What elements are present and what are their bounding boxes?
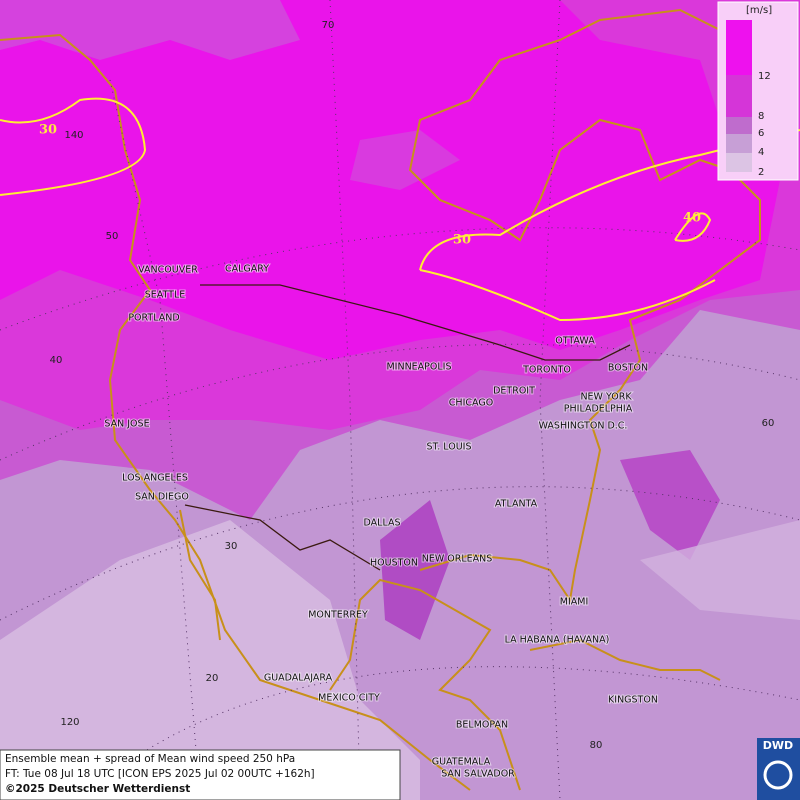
logo-icon [763,760,793,790]
city-label: TORONTO [522,365,571,376]
city-label: BELMOPAN [456,720,508,731]
city-label: PHILADELPHIA [564,404,633,415]
legend-swatch [726,134,752,153]
city-label: HOUSTON [370,558,418,569]
grid-label: 140 [64,130,83,141]
city-label: LA HABANA (HAVANA) [505,635,610,646]
city-label: WASHINGTON D.C. [539,421,628,432]
footer-line: FT: Tue 08 Jul 18 UTC [ICON EPS 2025 Jul… [5,768,315,780]
legend-swatch [726,75,752,117]
legend-label: 4 [758,147,764,158]
field-patch [0,0,300,60]
grid-label: 60 [762,418,775,429]
grid-label: 50 [106,231,119,242]
city-label: SAN JOSE [104,419,149,430]
city-label: VANCOUVER [138,265,198,276]
footer-line: ©2025 Deutscher Wetterdienst [5,783,190,795]
city-label: OTTAWA [555,336,595,347]
city-label: GUATEMALA [432,757,491,768]
grid-label: 120 [60,717,79,728]
grid-label: 70 [322,20,335,31]
city-label: LOS ANGELES [122,473,188,484]
city-label: MONTERREY [308,610,368,621]
city-label: CHICAGO [449,398,493,409]
field-patch [350,130,460,190]
field-patch [640,520,800,620]
city-label: CALGARY [225,264,269,275]
city-label: BOSTON [608,363,648,374]
grid-label: 40 [50,355,63,366]
field-light [0,520,420,800]
contour-label: 30 [39,123,57,138]
city-label: SAN SALVADOR [441,769,515,780]
city-label: NEW YORK [580,392,632,403]
legend-swatch [726,20,752,75]
coastlines [0,8,761,791]
city-label: GUADALAJARA [264,673,333,684]
legend-swatch [726,153,752,172]
city-label: SAN DIEGO [135,492,189,503]
contour-label: 40 [683,211,701,226]
legend-label: 8 [758,111,764,122]
field-patch [620,450,720,560]
contour-label: 30 [453,233,471,248]
legend-swatch [726,117,752,134]
grid-label: 30 [225,541,238,552]
logo-box [757,738,800,800]
city-label: DALLAS [364,518,401,529]
city-label: PORTLAND [128,313,179,324]
legend-unit: [m/s] [746,5,772,16]
city-label: ATLANTA [495,499,538,510]
footer-box [0,749,401,800]
city-label: SEATTLE [145,290,186,301]
legend-label: 12 [758,71,771,82]
logo: DWD [763,739,793,752]
city-label: MINNEAPOLIS [386,362,451,373]
grid-label: 20 [206,673,219,684]
footer-line: Ensemble mean + spread of Mean wind spee… [5,753,295,765]
city-label: MEXICO CITY [318,693,380,704]
city-label: MIAMI [560,597,589,608]
city-label: DETROIT [493,386,535,397]
city-label: KINGSTON [608,695,658,706]
city-label: ST. LOUIS [427,442,472,453]
legend-label: 2 [758,167,764,178]
legend-label: 6 [758,128,764,139]
city-label: NEW ORLEANS [422,554,493,565]
field-patch [380,500,450,640]
grid-label: 80 [590,740,603,751]
